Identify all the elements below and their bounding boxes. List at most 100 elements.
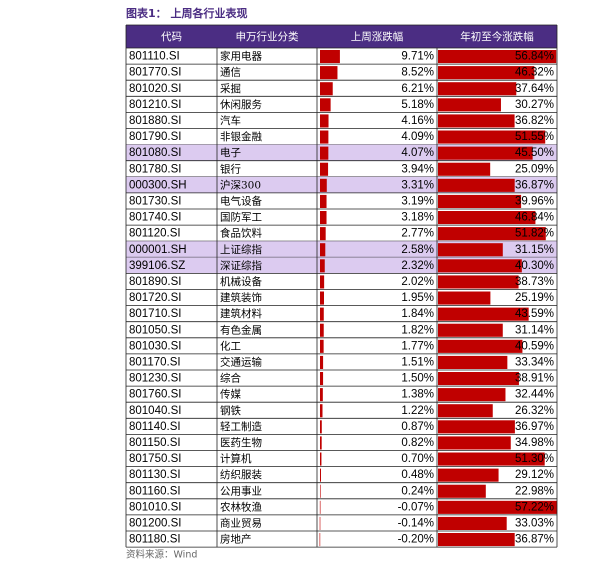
industry-cell: 交通运输 [220,355,262,368]
industry-cell: 商业贸易 [220,516,262,529]
week-bar [320,484,321,498]
ytd-bar [438,211,536,225]
week-cell: 4.16% [401,115,434,127]
code-cell: 801720.SI [129,292,181,304]
week-cell: 6.21% [401,83,434,95]
week-bar [320,275,325,289]
industry-cell: 建筑材料 [220,307,262,320]
week-bar [320,211,327,225]
ytd-cell: 45.50% [515,147,554,159]
industry-cell: 钢铁 [220,404,241,417]
industry-cell: 电气设备 [220,194,262,207]
ytd-bar [438,82,517,96]
industry-cell: 食品饮料 [220,227,262,240]
source: 资料来源：Wind [126,549,197,561]
industry-cell: 化工 [220,339,241,352]
ytd-bar [438,372,519,386]
ytd-cell: 34.98% [515,437,554,449]
code-cell: 801140.SI [129,421,181,433]
week-bar [320,146,329,160]
ytd-cell: 31.15% [515,244,554,256]
code-cell: 801030.SI [129,340,181,352]
ytd-cell: 25.19% [515,292,554,304]
ytd-cell: 37.64% [515,83,554,95]
industry-cell: 有色金属 [220,323,262,336]
week-cell: 1.22% [401,405,434,417]
ytd-bar [438,114,515,128]
week-bar [320,323,324,337]
ytd-bar [438,420,515,434]
week-cell: 5.18% [401,99,434,111]
code-cell: 801180.SI [129,534,181,546]
ytd-cell: 38.73% [515,276,554,288]
ytd-bar [438,194,522,208]
code-cell: 801050.SI [129,324,181,336]
code-cell: 000001.SH [129,244,187,256]
week-cell: 1.77% [401,340,434,352]
industry-cell: 家用电器 [220,50,262,63]
ytd-cell: 33.03% [515,517,554,529]
ytd-bar [438,291,491,305]
code-cell: 801160.SI [129,485,181,497]
week-cell: 0.24% [401,485,434,497]
ytd-bar [438,516,507,530]
ytd-cell: 32.44% [515,389,554,401]
code-cell: 801890.SI [129,276,181,288]
ytd-cell: 51.55% [515,131,554,143]
industry-cell: 电子 [220,146,241,159]
week-cell: -0.20% [398,534,434,546]
code-cell: 801760.SI [129,389,181,401]
week-bar [320,66,338,80]
ytd-cell: 46.84% [515,212,554,224]
week-bar [320,307,324,321]
code-cell: 801210.SI [129,99,181,111]
week-bar [320,194,327,208]
ytd-bar [438,178,515,192]
ytd-cell: 40.59% [515,340,554,352]
ytd-bar [438,227,546,241]
ytd-bar [438,243,503,257]
ytd-bar [438,355,508,369]
week-cell: 1.84% [401,308,434,320]
week-bar [319,516,321,530]
ytd-cell: 40.30% [515,260,554,272]
ytd-cell: 51.30% [515,453,554,465]
ytd-bar [438,436,511,450]
ytd-bar [438,162,491,176]
week-cell: -0.14% [398,517,434,529]
ytd-cell: 26.32% [515,405,554,417]
ytd-cell: 57.22% [515,501,554,513]
ytd-bar [438,259,522,273]
code-cell: 801150.SI [129,437,181,449]
week-cell: 0.87% [401,421,434,433]
week-bar [320,388,323,402]
ytd-bar [438,339,523,353]
week-cell: 9.71% [401,51,434,63]
week-cell: -0.07% [398,501,434,513]
ytd-cell: 29.12% [515,469,554,481]
week-bar [320,114,329,128]
ytd-bar [438,275,519,289]
ytd-cell: 36.82% [515,115,554,127]
week-bar [320,178,327,192]
week-cell: 3.18% [401,212,434,224]
ytd-cell: 36.87% [515,179,554,191]
week-bar [320,291,324,305]
title: 图表1： 上周各行业表现 [126,6,247,20]
code-cell: 801780.SI [129,163,181,175]
code-cell: 801790.SI [129,131,181,143]
code-cell: 801710.SI [129,308,181,320]
code-cell: 801120.SI [129,228,181,240]
header-cell: 上周涨跌幅 [351,30,404,43]
week-bar [320,452,322,466]
week-bar [320,339,324,353]
header-background [126,25,557,48]
header-cell: 代码 [161,31,182,43]
week-cell: 2.58% [401,244,434,256]
ytd-bar [438,50,557,64]
ytd-bar [438,388,506,402]
code-cell: 801200.SI [129,517,181,529]
ytd-bar [438,130,546,144]
ytd-cell: 43.59% [515,308,554,320]
